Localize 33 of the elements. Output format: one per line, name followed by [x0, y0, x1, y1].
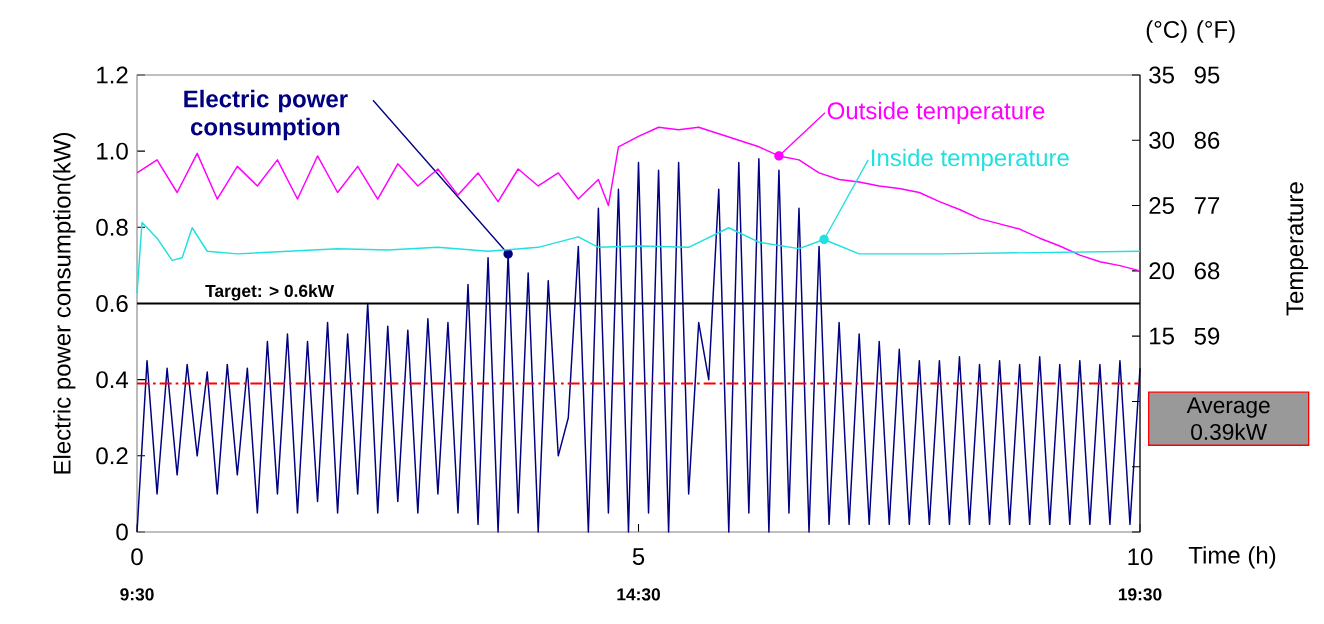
x-tick-label: 10 — [1128, 548, 1153, 566]
text: Inside temperature — [872, 148, 1069, 172]
y-tick-label: 0 — [116, 523, 128, 541]
text: (°C) — [1146, 20, 1187, 43]
ref-line-label: Target: > 0.6kW — [205, 284, 335, 301]
y-tick-label: 0.6 — [96, 294, 128, 312]
y3-tick-label: 86 — [1194, 131, 1220, 149]
series-label: Outside temperature — [827, 101, 1045, 125]
y-tick-label: 1.0 — [97, 142, 128, 160]
ref-line-label: Average 0.39kW — [1186, 397, 1270, 440]
y-tick-label: 0.4 — [96, 371, 129, 389]
x2-tick-label: 9:30 — [120, 588, 154, 601]
x2-tick-label: 19:30 — [1118, 588, 1162, 601]
y2-tick-label: 20 — [1149, 262, 1175, 280]
x-axis-title: Time (h) — [1188, 546, 1276, 569]
y2-tick-label: 25 — [1149, 197, 1174, 215]
x-tick-label: 5 — [632, 548, 645, 565]
x2-tick-label: 14:30 — [617, 588, 660, 601]
y-axis-title: Electric power consumption(kW) — [53, 132, 76, 474]
text: Electric power consumption — [184, 89, 348, 141]
y2-axis-title: Temperature — [1286, 182, 1309, 316]
x-tick-label: 0 — [131, 548, 143, 566]
y-tick-label: 0.2 — [96, 447, 128, 465]
y2-tick-label: 30 — [1149, 131, 1175, 149]
y3-tick-label: 77 — [1194, 197, 1220, 214]
y3-tick-label: 95 — [1194, 66, 1220, 84]
text: (°F) — [1197, 20, 1235, 43]
y3-tick-label: 59 — [1194, 327, 1220, 345]
y2-tick-label: 35 — [1149, 66, 1174, 84]
y-tick-label: 1.2 — [97, 66, 128, 84]
y2-tick-label: 15 — [1150, 327, 1174, 345]
y-tick-label: 0.8 — [96, 218, 128, 236]
y3-tick-label: 68 — [1194, 262, 1220, 280]
